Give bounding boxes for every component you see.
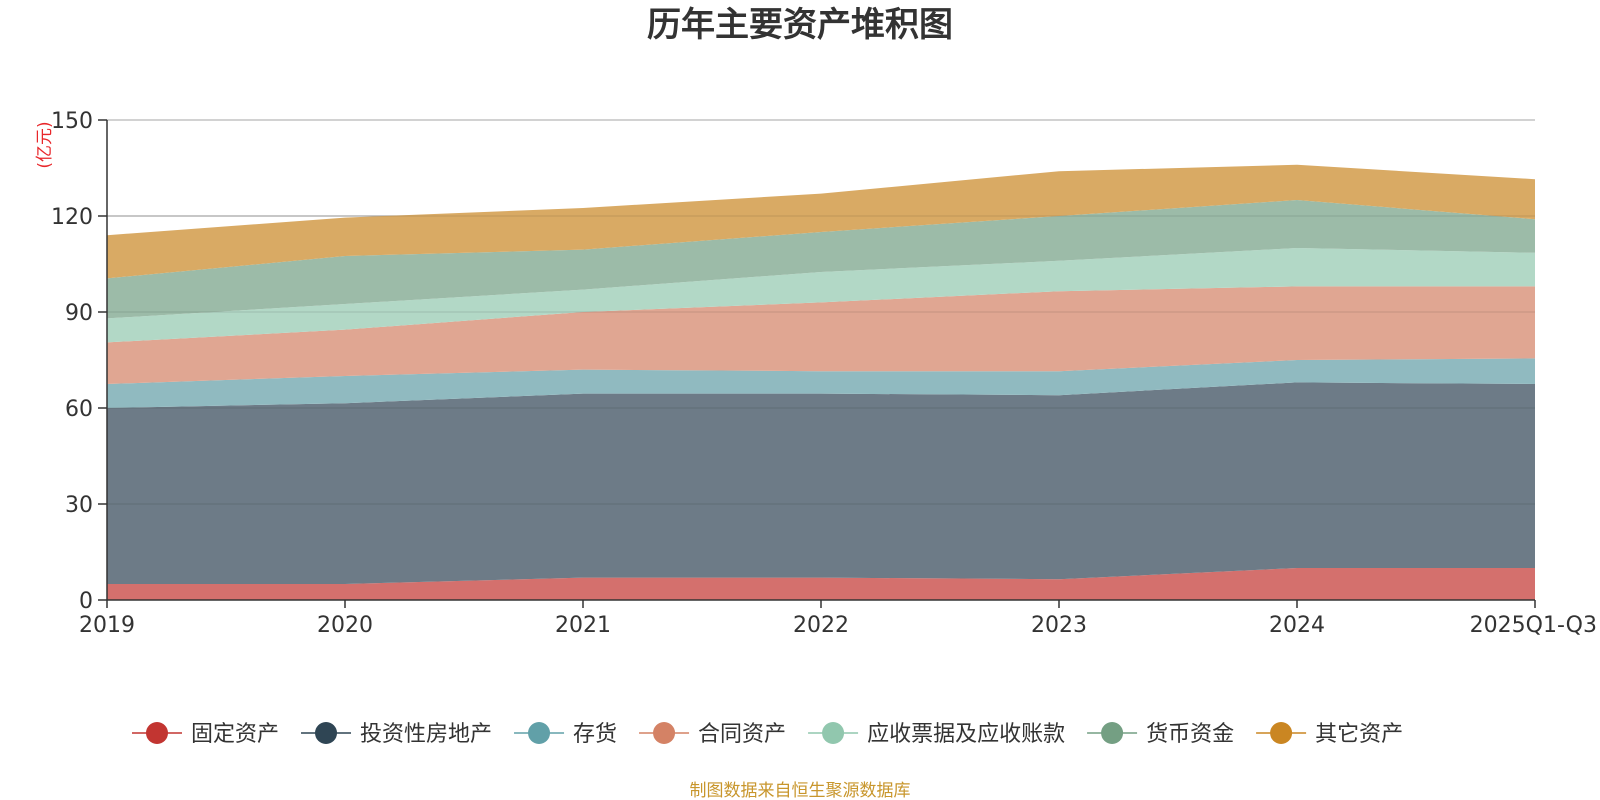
legend-label: 应收票据及应收账款 <box>867 722 1065 747</box>
legend-swatch-marker <box>315 722 338 744</box>
y-tick-label: 150 <box>51 109 93 134</box>
legend-item-1[interactable]: 固定资产 <box>132 722 279 747</box>
area-series-7 <box>107 164 1535 279</box>
legend-item-6[interactable]: 货币资金 <box>1087 722 1234 747</box>
legend-swatch-marker <box>528 722 551 744</box>
legend-label: 投资性房地产 <box>360 722 492 747</box>
legend-swatch-marker <box>1270 722 1293 744</box>
source-note: 制图数据来自恒生聚源数据库 <box>690 781 911 800</box>
x-tick-label: 2020 <box>317 613 373 638</box>
legend-label: 固定资产 <box>191 722 279 747</box>
y-axis-unit-label: (亿元) <box>35 121 55 168</box>
x-tick-label: 2023 <box>1031 613 1087 638</box>
legend-swatch-marker <box>653 722 676 744</box>
legend-item-7[interactable]: 其它资产 <box>1256 722 1403 747</box>
chart-title: 历年主要资产堆积图 <box>647 5 953 45</box>
x-axis-ticks: 2019 2020 2021 2022 2023 2024 2025Q1-Q3 <box>79 600 1597 638</box>
y-tick-label: 90 <box>65 301 93 326</box>
y-tick-label: 0 <box>79 589 93 614</box>
area-series-2 <box>107 382 1535 584</box>
x-tick-label: 2025Q1-Q3 <box>1470 613 1597 638</box>
legend-item-3[interactable]: 存货 <box>514 722 617 747</box>
legend: 固定资产 投资性房地产 存货 合同资产 应收票据及应收账款 货币资金 其它资产 <box>132 722 1403 747</box>
area-series-5 <box>107 248 1535 343</box>
area-series-3 <box>107 358 1535 408</box>
legend-label: 货币资金 <box>1146 722 1234 747</box>
y-axis-ticks: 0 30 60 90 120 150 <box>51 109 107 614</box>
x-tick-label: 2019 <box>79 613 135 638</box>
legend-label: 合同资产 <box>698 722 786 747</box>
legend-swatch-marker <box>146 722 168 744</box>
legend-item-2[interactable]: 投资性房地产 <box>301 722 492 747</box>
area-series-1 <box>107 568 1535 600</box>
x-tick-label: 2024 <box>1269 613 1325 638</box>
legend-swatch-marker <box>1101 722 1124 744</box>
legend-item-4[interactable]: 合同资产 <box>639 722 786 747</box>
x-tick-label: 2022 <box>793 613 849 638</box>
legend-label: 存货 <box>573 722 617 747</box>
y-tick-label: 60 <box>65 397 93 422</box>
legend-item-5[interactable]: 应收票据及应收账款 <box>808 722 1065 747</box>
legend-label: 其它资产 <box>1315 722 1403 747</box>
y-tick-label: 120 <box>51 205 93 230</box>
y-tick-label: 30 <box>65 493 93 518</box>
x-tick-label: 2021 <box>555 613 611 638</box>
legend-swatch-marker <box>822 722 845 744</box>
area-series-6 <box>107 200 1535 319</box>
area-series-group <box>107 164 1535 600</box>
area-series-4 <box>107 286 1535 384</box>
